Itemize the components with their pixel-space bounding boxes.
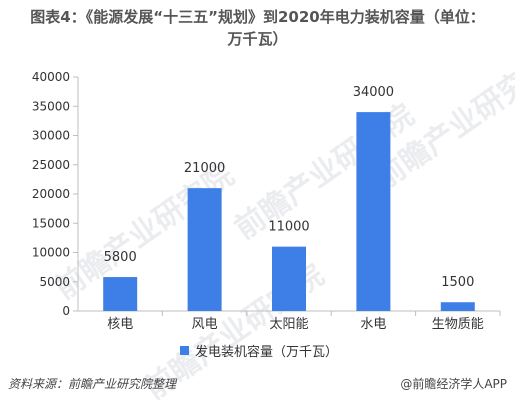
bar [356,112,391,311]
y-axis: 0 5000 10000 15000 20000 25000 30000 35000 40000 [32,70,79,318]
y-tick-label: 0 [62,304,70,318]
x-tick-label: 生物质能 [432,317,484,332]
data-label: 21000 [184,161,225,176]
chart-title-line-2: 万千瓦） [227,30,288,48]
data-labels: 5800 21000 11000 34000 1500 [104,85,475,290]
source-note: 资料来源：前瞻产业研究院整理 [8,377,177,391]
y-tick-label: 10000 [32,246,70,260]
y-tick-label: 25000 [32,158,70,172]
chart-title-line-1: 图表4：《能源发展“十三五”规划》到2020年电力装机容量（单位： [30,8,485,26]
y-tick-label: 20000 [32,187,70,201]
chart-title: 图表4：《能源发展“十三五”规划》到2020年电力装机容量（单位： 万千瓦） [0,6,515,50]
data-label: 5800 [104,250,137,265]
x-tick-label: 太阳能 [269,317,308,332]
bar [272,246,306,311]
y-tick-label: 40000 [32,70,70,84]
bar [187,188,222,311]
data-label: 34000 [353,85,394,100]
x-tick-label: 水电 [360,317,386,332]
chart-legend: 发电装机容量（万千瓦） [180,341,338,360]
x-tick-label: 核电 [107,317,133,332]
data-label: 1500 [441,275,474,290]
y-tick-label: 35000 [32,99,70,113]
y-tick-label: 30000 [32,129,70,143]
legend-swatch [180,346,189,355]
data-label: 11000 [268,220,309,235]
bar-series [103,112,475,311]
legend-label: 发电装机容量（万千瓦） [195,345,339,360]
credit-note: @前瞻经济学人APP [400,377,507,391]
y-tick-label: 5000 [39,275,70,289]
y-tick-label: 15000 [32,216,70,230]
bar [103,277,138,311]
bar [440,302,475,311]
x-tick-label: 风电 [192,317,218,332]
